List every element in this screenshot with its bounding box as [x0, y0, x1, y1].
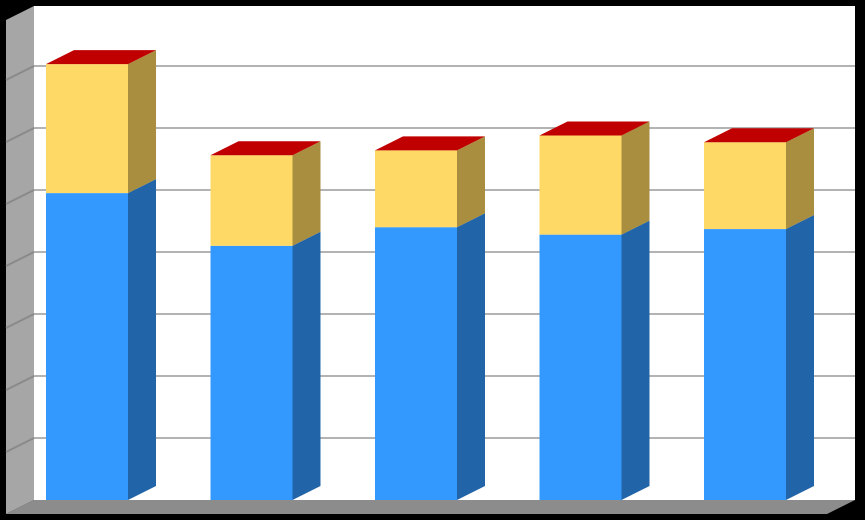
- bar-segment: [375, 150, 457, 228]
- bar-segment: [704, 142, 786, 230]
- bar-segment-side: [457, 136, 485, 228]
- bar-segment: [210, 245, 293, 500]
- bar-segment-side: [292, 231, 321, 501]
- bar-segment-side: [621, 121, 650, 235]
- bar-stack: [539, 121, 650, 500]
- gridline-side: [5, 375, 35, 391]
- bar-series: [46, 50, 814, 501]
- bar-segment-side: [457, 213, 485, 500]
- bar-segment: [704, 229, 786, 500]
- gridline-side: [5, 313, 35, 329]
- gridline-side: [5, 189, 35, 205]
- bar-segment-side: [128, 50, 156, 194]
- bar-segment-side: [292, 141, 321, 246]
- bar-segment: [46, 64, 128, 194]
- bar-segment: [539, 135, 622, 235]
- bar-segment: [375, 227, 457, 500]
- bar-top: [375, 136, 485, 151]
- gridline-side: [5, 437, 35, 453]
- bar-segment-side: [786, 215, 814, 500]
- bar-segment-side: [128, 179, 156, 500]
- gridline-side: [5, 65, 35, 81]
- bar-segment-side: [621, 220, 650, 500]
- bar-stack: [210, 141, 321, 501]
- bar-top: [210, 141, 321, 156]
- bar-top: [704, 128, 814, 143]
- gridline-side: [5, 127, 35, 143]
- floor: [6, 500, 855, 514]
- bar-segment: [46, 193, 128, 500]
- bar-segment: [210, 155, 293, 246]
- bar-top: [46, 50, 156, 65]
- bar-stack: [704, 128, 814, 500]
- bar-stack: [375, 136, 485, 500]
- bar-segment-side: [786, 128, 814, 230]
- bar-top: [539, 121, 650, 136]
- bar-segment: [539, 234, 622, 500]
- bar-stack: [46, 50, 156, 500]
- gridline-side: [5, 251, 35, 267]
